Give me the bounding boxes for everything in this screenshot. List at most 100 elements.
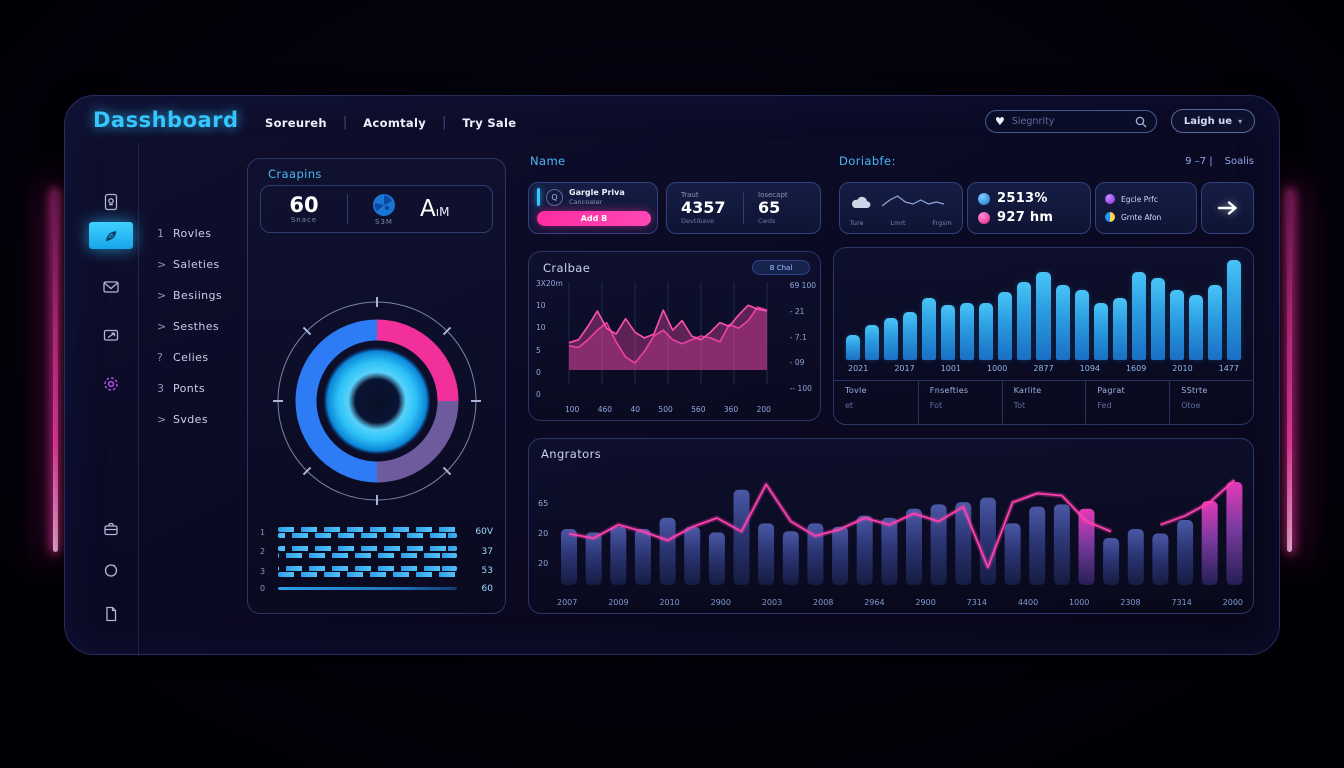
- combo-y-axis: 65 20 20: [538, 499, 548, 568]
- weather-labels: Ture Lmrt Frgsm: [848, 220, 954, 227]
- y-tick: - 21: [789, 306, 805, 316]
- footer-col: Karlite Tot: [1001, 381, 1086, 424]
- metric-value: 927 hm: [997, 210, 1054, 225]
- bar: [1226, 260, 1241, 360]
- x-tick: 2010: [659, 598, 680, 607]
- y-tick: 69 100: [789, 281, 816, 290]
- legend-card[interactable]: Egcle Prfc Grnte Afon: [1095, 182, 1197, 234]
- weather-card[interactable]: Ture Lmrt Frgsm: [839, 182, 963, 234]
- x-tick: 2009: [608, 598, 629, 607]
- leaf-icon: [106, 230, 117, 241]
- accent-bar: [537, 188, 540, 206]
- sidebar-item-sesthes[interactable]: > Sesthes: [157, 320, 222, 333]
- x-tick: 460: [597, 405, 613, 414]
- weather-label: Ture: [850, 220, 864, 227]
- app-title: Dasshboard: [93, 108, 239, 132]
- dash-line: [278, 533, 457, 538]
- gauge-row-bars: [278, 587, 457, 590]
- search-bar[interactable]: ♥: [985, 110, 1157, 133]
- x-tick: 1000: [1069, 598, 1090, 607]
- nav-separator: |: [442, 115, 447, 130]
- bar: [846, 335, 861, 360]
- weather-label: Lmrt: [890, 220, 906, 227]
- bar: [1036, 272, 1051, 360]
- sidebar-item-besiings[interactable]: > Besiings: [157, 289, 222, 302]
- gauge-row-bars: [278, 525, 457, 540]
- id-card-icon: [104, 193, 118, 211]
- x-tick: 360: [723, 405, 739, 414]
- x-tick: 1000: [986, 364, 1008, 373]
- sidebar-item-mail[interactable]: [101, 277, 121, 297]
- pie-dot-icon: [1105, 212, 1115, 222]
- card-subtitle: Cancoater: [569, 197, 603, 206]
- bar-chart-x-axis: 2021 2017 1001 1000 2877 1094 1609 2010 1477: [848, 364, 1239, 373]
- y-axis-left: 3X20m 10 10 5 0 0: [536, 279, 563, 399]
- card-title: Gargle Priva: [569, 188, 625, 198]
- bar: [865, 325, 880, 360]
- status-label[interactable]: Soalis: [1224, 155, 1254, 167]
- sidebar-item-send[interactable]: [101, 325, 121, 345]
- arrow-card[interactable]: [1201, 182, 1254, 234]
- account-button-label: Laigh ue: [1183, 115, 1233, 127]
- gauge-row-bars: [278, 545, 457, 560]
- bar: [979, 303, 994, 360]
- bar: [903, 312, 918, 360]
- footer-label: Tovle: [845, 386, 867, 395]
- range-label[interactable]: 9 –7 |: [1185, 155, 1213, 167]
- stat-col-label: Traut: [681, 190, 699, 199]
- card-divider: [743, 192, 744, 224]
- nav-item-1[interactable]: Acomtaly: [363, 115, 426, 130]
- gauge-row-label: 2: [260, 547, 266, 557]
- blue-dot-icon: [978, 192, 990, 205]
- craapins-stat-card: 60 Snace S3M A ıM: [260, 185, 493, 233]
- stats-card: Traut 4357 Devtibave Iosecapt 65 Cwds: [666, 182, 821, 234]
- sidebar-item-svdes[interactable]: > Svdes: [157, 413, 222, 426]
- nav-item-2[interactable]: Try Sale: [462, 115, 517, 130]
- bar: [1074, 290, 1089, 360]
- gauge-row-label: 0: [260, 584, 266, 593]
- weather-label: Frgsm: [932, 220, 952, 227]
- y-tick: 20: [538, 559, 549, 568]
- x-tick: 2900: [915, 598, 936, 607]
- metrics-card[interactable]: 2513% 927 hm: [967, 182, 1091, 234]
- stat-col: Iosecapt 65 Cwds: [744, 191, 820, 225]
- gauge-row: 1 60V: [260, 525, 493, 540]
- top-nav: Soreureh | Acomtaly | Try Sale: [265, 115, 516, 130]
- q-circle-icon: Q: [546, 188, 563, 206]
- chevron-down-icon: ▾: [1238, 116, 1243, 126]
- gargle-card[interactable]: Q Gargle Priva Cancoater Add B: [528, 182, 658, 234]
- thin-line: [278, 587, 457, 590]
- gauge-row-label: 1: [260, 527, 266, 537]
- search-icon[interactable]: [1135, 116, 1147, 128]
- sidebar-item-active[interactable]: [89, 222, 133, 249]
- sidebar-item-clock[interactable]: [101, 560, 121, 580]
- gauge-row-value: 37: [481, 546, 493, 557]
- bar: [1055, 285, 1070, 360]
- cralbae-title: Cralbae: [543, 261, 591, 275]
- bar: [1207, 285, 1222, 360]
- x-tick: 2877: [1033, 364, 1054, 373]
- menu-item-prefix: ?: [157, 351, 164, 364]
- sidebar-item-settings[interactable]: [101, 374, 121, 394]
- nav-item-0[interactable]: Soreureh: [265, 115, 327, 130]
- gauge-row-bars: [278, 564, 457, 579]
- sidebar-item-rovles[interactable]: 1 Rovles: [157, 227, 222, 240]
- search-input[interactable]: [1011, 116, 1128, 127]
- bar: [941, 305, 956, 360]
- x-tick: 560: [691, 405, 706, 414]
- gauge-row: 0 60: [260, 584, 493, 594]
- sidebar-item-briefcase[interactable]: [101, 519, 121, 539]
- stat-big-letter: A: [420, 196, 436, 222]
- add-button[interactable]: Add B: [537, 211, 651, 226]
- cralbae-badge-button[interactable]: B Chal: [752, 260, 810, 275]
- footer-col: Tovle et: [834, 381, 918, 424]
- sidebar-item-celies[interactable]: ? Celies: [157, 351, 222, 364]
- x-tick: 2017: [894, 364, 915, 373]
- account-button[interactable]: Laigh ue ▾: [1171, 109, 1255, 133]
- sidebar-item-idcard[interactable]: [101, 192, 121, 212]
- sidebar-item-file[interactable]: [101, 604, 121, 624]
- sidebar-item-saleties[interactable]: > Saleties: [157, 258, 222, 271]
- angrators-panel: Angrators 65 20 20 2007 2009 2010 2900 2003 200…: [528, 438, 1254, 614]
- y-tick: - 09: [789, 358, 805, 368]
- sidebar-item-ponts[interactable]: 3 Ponts: [157, 382, 222, 395]
